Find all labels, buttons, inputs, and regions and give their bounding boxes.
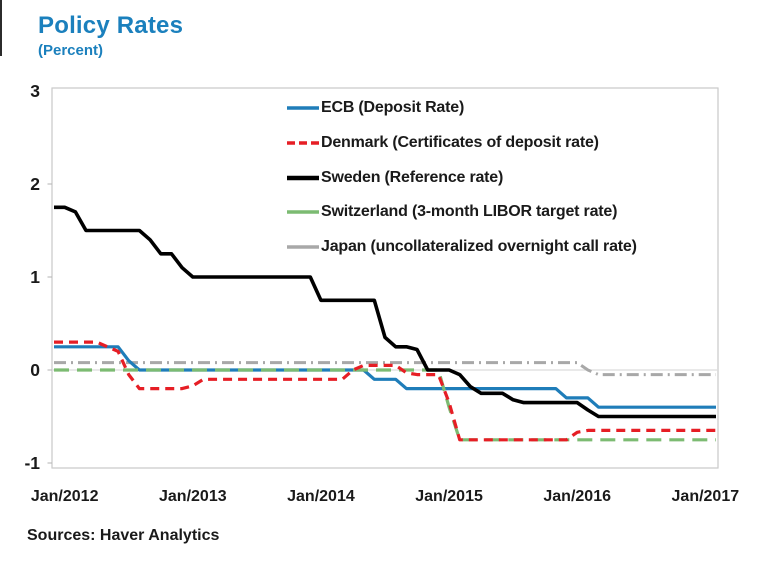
legend-label-switzerland: Switzerland (3-month LIBOR target rate)	[321, 203, 618, 221]
legend-label-ecb: ECB (Deposit Rate)	[321, 99, 465, 117]
chart-legend: ECB (Deposit Rate) Denmark (Certificates…	[287, 91, 637, 264]
y-axis-tick-label: 2	[30, 174, 40, 194]
source-note: Sources: Haver Analytics	[27, 527, 220, 544]
x-axis-tick-label: Jan/2014	[287, 488, 355, 505]
chart-title: Policy Rates	[38, 12, 184, 39]
plot-area	[51, 87, 719, 469]
legend-item-ecb: ECB (Deposit Rate)	[287, 91, 637, 126]
ecb-line-icon	[287, 106, 319, 111]
denmark-dashed-line-icon	[287, 141, 319, 145]
y-axis-tick-label: -1	[24, 453, 40, 473]
chart-subtitle: (Percent)	[38, 42, 104, 59]
legend-item-denmark: Denmark (Certificates of deposit rate)	[287, 126, 637, 161]
x-axis-tick-label: Jan/2017	[672, 488, 740, 505]
sweden-line-icon	[287, 175, 319, 180]
series-line-ecb	[54, 345, 716, 409]
legend-label-sweden: Sweden (Reference rate)	[321, 168, 504, 186]
japan-line-icon	[287, 245, 319, 249]
x-axis-tick-label: Jan/2016	[543, 488, 611, 505]
x-axis-tick-label: Jan/2015	[415, 488, 483, 505]
legend-item-switzerland: Switzerland (3-month LIBOR target rate)	[287, 195, 637, 230]
legend-label-japan: Japan (uncollateralized overnight call r…	[321, 238, 637, 256]
legend-item-japan: Japan (uncollateralized overnight call r…	[287, 230, 637, 265]
legend-label-denmark: Denmark (Certificates of deposit rate)	[321, 134, 599, 152]
x-axis-tick-label: Jan/2012	[31, 488, 99, 505]
x-axis-tick-label: Jan/2013	[159, 488, 227, 505]
page-edge-mark	[0, 0, 2, 56]
switzerland-line-icon	[287, 210, 319, 215]
series-line-sweden	[54, 205, 716, 419]
y-axis-tick-label: 0	[30, 360, 40, 380]
y-axis-tick-label: 3	[30, 81, 40, 101]
y-axis-tick-label: 1	[30, 267, 40, 287]
legend-item-sweden: Sweden (Reference rate)	[287, 160, 637, 195]
series-line-switzerland	[54, 368, 716, 442]
series-line-japan	[54, 361, 716, 377]
series-line-denmark	[54, 340, 716, 442]
